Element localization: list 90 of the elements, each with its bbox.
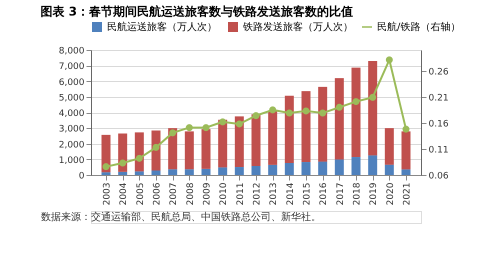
bar (334, 160, 344, 175)
y-tick-label: 1,000 (58, 156, 85, 166)
y2-tick-label: 0.06 (428, 172, 449, 182)
point (286, 110, 293, 117)
bar (202, 168, 210, 175)
bar (384, 164, 394, 175)
bar (368, 60, 378, 156)
point (202, 124, 210, 132)
bar (402, 169, 410, 175)
point (386, 56, 393, 64)
x-tick-label: 2015 (302, 182, 312, 206)
bar (134, 171, 144, 175)
legend-label: 民航/铁路（右轴） (377, 21, 460, 33)
bar (252, 114, 260, 166)
x-tick-label: 2008 (186, 182, 196, 206)
x-tick-label: 2011 (236, 182, 246, 206)
y-tick-label: 0 (78, 172, 85, 182)
point (402, 126, 410, 133)
bar (384, 128, 394, 165)
point (236, 120, 243, 128)
point (152, 144, 160, 151)
bar (402, 131, 410, 170)
bar (284, 96, 294, 163)
point (269, 106, 276, 114)
point (336, 104, 343, 111)
bar (234, 116, 244, 168)
y2-tick-label: 0.16 (428, 119, 449, 130)
y-tick-label: 8,000 (58, 46, 85, 56)
x-tick-label: 2021 (402, 182, 412, 206)
bar (252, 166, 260, 175)
x-tick-label: 2006 (152, 182, 162, 206)
bar (202, 129, 210, 169)
x-tick-label: 2017 (336, 182, 346, 206)
point (352, 98, 360, 106)
x-tick-label: 2009 (202, 182, 212, 206)
y-tick-label: 4,000 (58, 109, 85, 119)
y2-tick-label: 0.21 (428, 93, 449, 104)
bar (168, 169, 178, 175)
bar (184, 169, 194, 175)
x-tick-label: 2013 (269, 182, 280, 206)
y-tick-label: 5,000 (58, 93, 85, 104)
bar (268, 164, 278, 175)
bar (302, 162, 310, 175)
bar (218, 167, 228, 175)
y2-tick-label: 0.11 (428, 145, 449, 156)
point (186, 124, 193, 132)
bar (234, 167, 244, 175)
bar (152, 170, 160, 175)
legend-label: 铁路发送旅客（万人次） (242, 21, 353, 33)
y-tick-label: 2,000 (58, 140, 85, 150)
bar (318, 86, 328, 162)
y-tick-label: 3,000 (58, 124, 85, 135)
point (136, 154, 143, 162)
bar (268, 110, 278, 165)
bar (334, 78, 344, 160)
bar (352, 68, 360, 158)
bar (284, 162, 294, 175)
x-tick-label: 2010 (219, 182, 230, 206)
point (319, 110, 326, 117)
x-tick-label: 2005 (136, 182, 146, 206)
bar (352, 157, 360, 175)
bar (184, 131, 194, 170)
x-tick-label: 2003 (102, 182, 112, 206)
legend-label: 民航运送旅客（万人次） (107, 21, 217, 33)
point (302, 107, 310, 114)
bar (302, 91, 310, 162)
bar (102, 172, 110, 175)
bar (118, 172, 128, 175)
point (119, 160, 126, 167)
point (219, 118, 226, 126)
x-tick-label: 2018 (352, 182, 362, 206)
x-tick-label: 2014 (286, 182, 296, 206)
x-tick-label: 2020 (386, 182, 396, 206)
source-note: 数据来源：交通运输部、民航总局、中国铁路总公司、新华社。 (41, 211, 321, 223)
chart-title: 图表 3：春节期间民航运送旅客数与铁路发送旅客数的比值 (40, 4, 354, 18)
x-tick-label: 2012 (252, 182, 262, 206)
point (169, 129, 176, 136)
point (102, 163, 110, 170)
y-tick-label: 6,000 (58, 78, 85, 88)
bar (318, 162, 328, 175)
point (252, 112, 260, 120)
x-tick-label: 2007 (169, 182, 180, 206)
x-tick-label: 2016 (319, 182, 330, 206)
y-tick-label: 7,000 (58, 62, 85, 72)
x-tick-label: 2004 (119, 182, 130, 206)
bar (368, 155, 378, 175)
point (369, 94, 376, 101)
x-tick-label: 2019 (369, 182, 380, 206)
y2-tick-label: 0.26 (428, 67, 449, 78)
bar (218, 120, 228, 168)
